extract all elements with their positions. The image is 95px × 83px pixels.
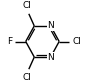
Text: N: N bbox=[47, 21, 54, 30]
Text: N: N bbox=[47, 53, 54, 62]
Text: Cl: Cl bbox=[23, 73, 32, 82]
Text: Cl: Cl bbox=[72, 37, 81, 46]
Text: F: F bbox=[7, 37, 13, 46]
Text: Cl: Cl bbox=[23, 1, 32, 10]
